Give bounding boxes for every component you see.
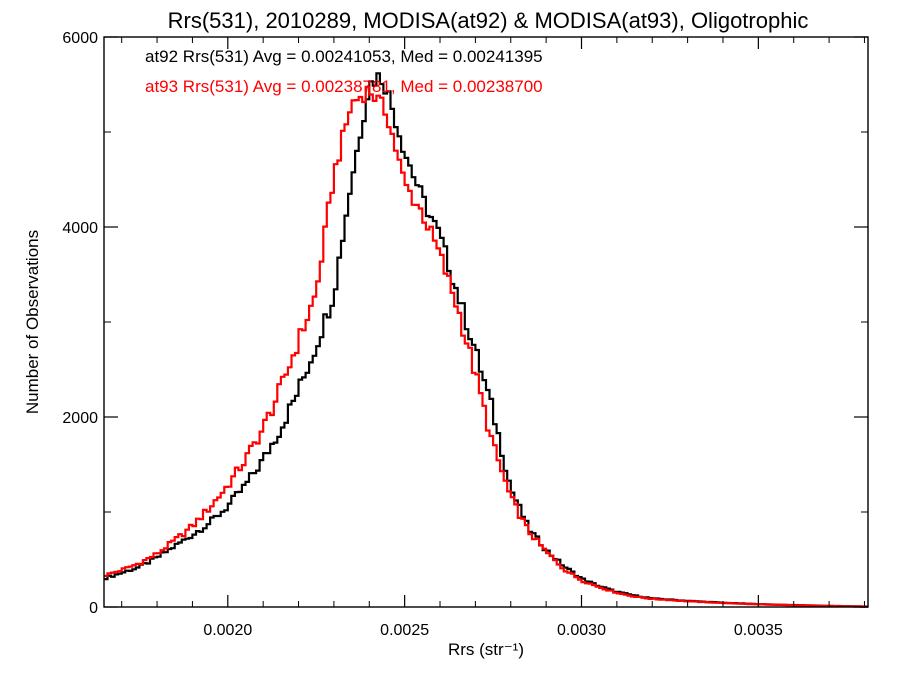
annotation-at93: at93 Rrs(531) Avg = 0.00238781, Med = 0.…	[145, 77, 543, 96]
x-tick-label: 0.0030	[557, 622, 606, 639]
x-axis-label: Rrs (str⁻¹)	[448, 640, 524, 659]
y-tick-label: 0	[89, 600, 98, 617]
axis-tick-labels: 0.0020 0.0025 0.0030 0.0035 0 2000 4000 6000	[62, 30, 783, 639]
x-tick-label: 0.0020	[203, 622, 252, 639]
series-group	[104, 72, 868, 608]
x-tick-label: 0.0035	[734, 622, 783, 639]
annotation-at92: at92 Rrs(531) Avg = 0.00241053, Med = 0.…	[145, 47, 543, 66]
y-axis-label: Number of Observations	[23, 230, 42, 414]
plot-frame	[103, 36, 869, 608]
y-tick-label: 4000	[62, 220, 98, 237]
x-tick-label: 0.0025	[380, 622, 429, 639]
y-tick-label: 6000	[62, 30, 98, 47]
chart-title: Rrs(531), 2010289, MODISA(at92) & MODISA…	[168, 8, 809, 33]
series-line-at92	[104, 72, 868, 608]
series-line-at93	[104, 85, 868, 608]
axis-ticks	[104, 36, 868, 608]
y-tick-label: 2000	[62, 410, 98, 427]
